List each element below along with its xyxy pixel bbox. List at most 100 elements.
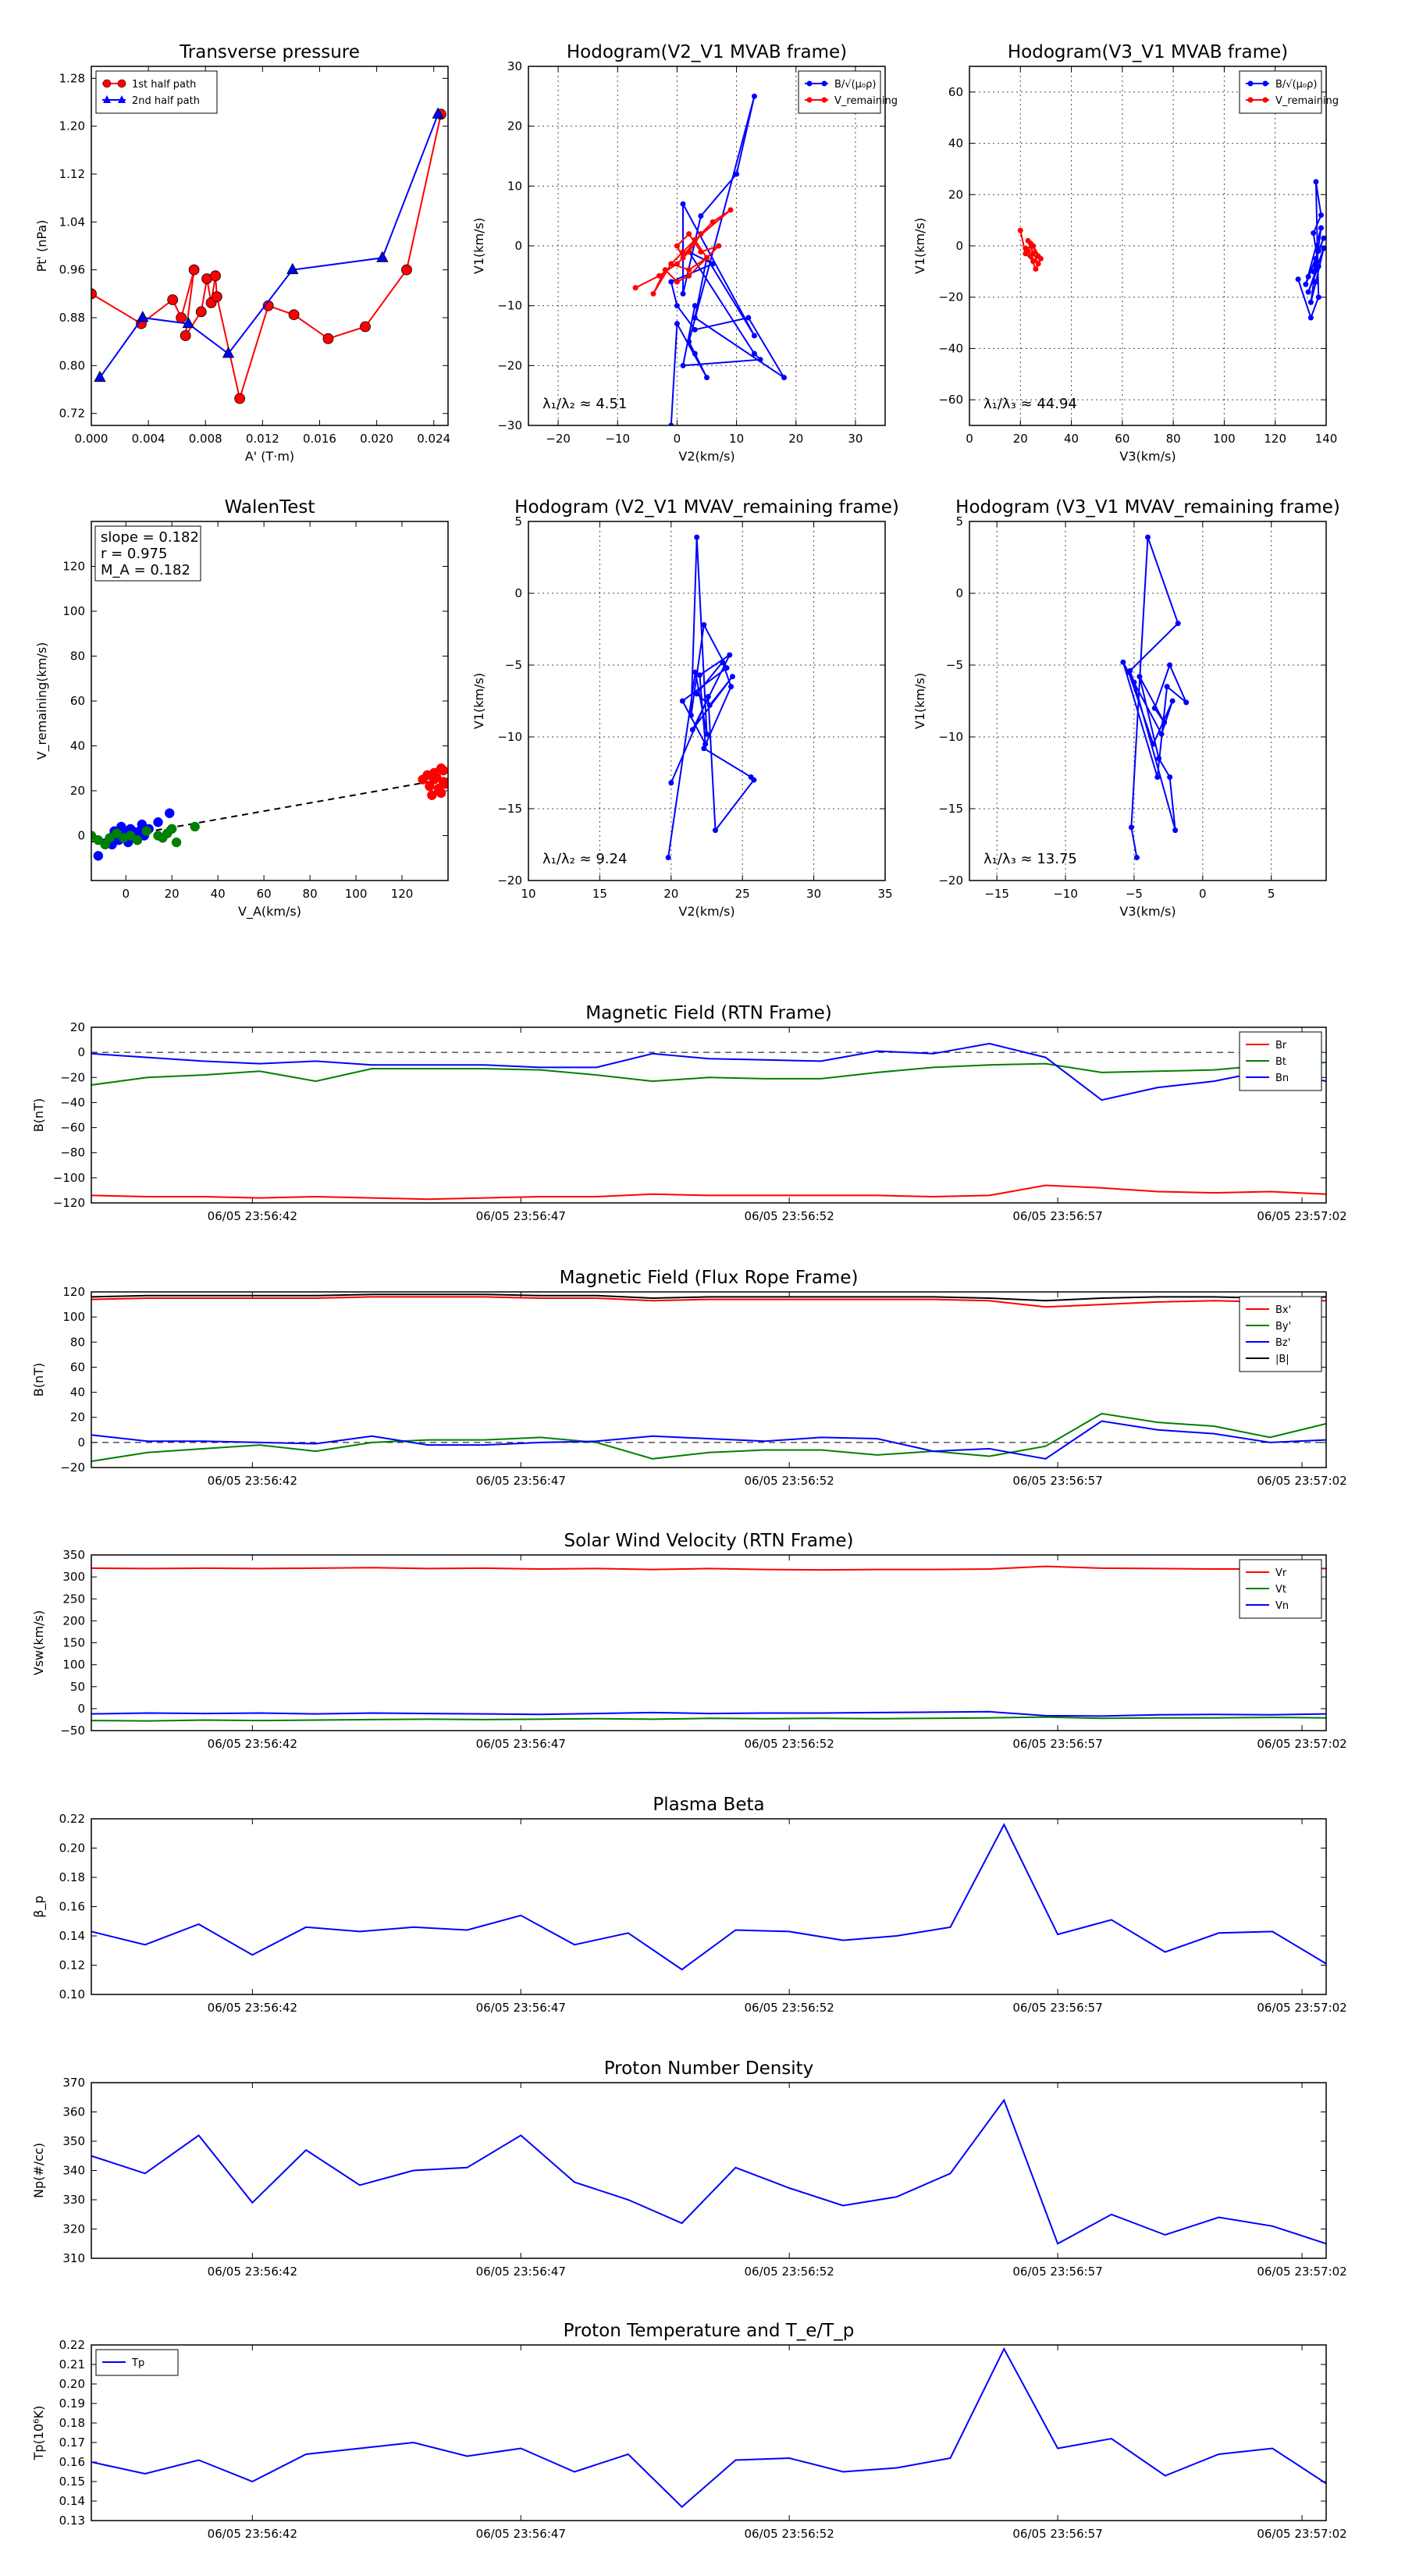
data-point	[688, 712, 694, 718]
chart-title: Solar Wind Velocity (RTN Frame)	[564, 1531, 853, 1551]
x-tick-label: 30	[848, 432, 863, 446]
data-point	[1305, 289, 1311, 295]
x-tick-label: 06/05 23:56:57	[1012, 1209, 1102, 1223]
y-tick-label: 350	[62, 2134, 85, 2148]
stats-line: r = 0.975	[101, 546, 167, 562]
data-point	[745, 315, 752, 321]
x-tick-label: −10	[1053, 887, 1078, 901]
y-tick-label: 0	[77, 1045, 85, 1059]
x-tick-label: 60	[257, 887, 272, 901]
chart-title: WalenTest	[225, 497, 315, 518]
data-point	[674, 279, 680, 285]
data-point	[674, 243, 680, 249]
data-point	[724, 665, 730, 671]
chart-title: Hodogram(V3_V1 MVAB frame)	[1008, 42, 1288, 62]
x-tick-label: 06/05 23:56:57	[1012, 1737, 1102, 1751]
y-tick-label: 0.13	[59, 2514, 85, 2528]
eigenvalue-ratio: λ₁/λ₂ ≈ 4.51	[542, 396, 627, 412]
y-tick-label: 330	[62, 2193, 85, 2207]
y-tick-label: 0.21	[59, 2357, 85, 2371]
data-point	[650, 290, 656, 297]
y-tick-label: 1.04	[59, 215, 85, 229]
data-point	[1315, 294, 1321, 301]
series-bz--line	[91, 1420, 1326, 1460]
y-tick-label: 100	[62, 1310, 85, 1324]
x-tick-label: 06/05 23:56:47	[476, 2527, 566, 2541]
x-tick-label: 06/05 23:56:52	[744, 1737, 834, 1751]
data-point	[702, 741, 709, 747]
legend-marker	[1262, 97, 1268, 103]
data-point	[632, 285, 638, 291]
eigenvalue-ratio: λ₁/λ₃ ≈ 13.75	[984, 851, 1077, 867]
data-point	[680, 362, 686, 368]
data-point	[704, 731, 710, 737]
y-tick-label: 0.20	[59, 2377, 85, 2391]
axes-frame	[91, 1026, 1327, 1204]
x-tick-label: 80	[1166, 432, 1181, 446]
chart-title: Proton Number Density	[604, 2058, 814, 2079]
plot-area	[91, 521, 448, 881]
y-tick-label: −5	[946, 658, 963, 672]
y-tick-label: −40	[938, 341, 963, 355]
chart-hodo4: Hodogram (V3_V1 MVAV_remaining frame) −20…	[912, 497, 1340, 919]
eigenvalue-ratio: λ₁/λ₃ ≈ 44.94	[984, 396, 1077, 412]
data-point	[188, 264, 200, 276]
data-point	[692, 326, 698, 333]
data-point	[1030, 243, 1037, 249]
x-tick-label: 06/05 23:56:52	[744, 1474, 834, 1488]
x-tick-label: 06/05 23:57:02	[1257, 2001, 1346, 2015]
data-point	[674, 261, 680, 267]
x-tick-label: 0.012	[246, 432, 279, 446]
y-tick-label: −20	[60, 1461, 85, 1475]
data-point	[234, 393, 246, 404]
chart-hodo3: Hodogram (V2_V1 MVAV_remaining frame) −20…	[471, 497, 899, 919]
y-tick-label: 0.14	[59, 1929, 85, 1943]
data-point	[692, 669, 699, 675]
plot-marks	[91, 107, 446, 404]
data-point	[1169, 698, 1176, 704]
y-tick-label: 0.16	[59, 2455, 85, 2469]
series-0-line	[91, 1823, 1326, 1971]
legend-marker	[1247, 80, 1254, 87]
x-tick-label: 06/05 23:56:47	[476, 1209, 566, 1223]
plot-area	[969, 521, 1326, 881]
data-point	[1315, 263, 1321, 269]
data-point	[1175, 621, 1181, 627]
data-point	[93, 851, 104, 861]
x-tick-label: 100	[1213, 432, 1236, 446]
y-tick-label: 80	[70, 1335, 85, 1349]
data-point	[153, 817, 163, 827]
data-point	[751, 333, 757, 339]
data-point	[1158, 731, 1165, 737]
y-tick-label: 250	[62, 1592, 85, 1606]
plot-area	[91, 1819, 1326, 1994]
data-point	[288, 309, 300, 321]
y-tick-label: −40	[60, 1095, 85, 1109]
x-tick-label: 80	[303, 887, 318, 901]
y-tick-label: 80	[70, 649, 85, 664]
y-tick-label: 0.19	[59, 2396, 85, 2411]
data-point	[322, 333, 334, 344]
data-point	[1131, 679, 1137, 685]
data-point	[1161, 720, 1168, 726]
x-axis-label: V_A(km/s)	[238, 904, 301, 920]
data-point	[704, 375, 710, 381]
legend-label: Br	[1275, 1040, 1287, 1051]
data-point	[698, 213, 704, 219]
data-point	[694, 534, 700, 540]
data-point	[694, 691, 700, 697]
legend-marker	[821, 80, 827, 87]
data-point	[164, 808, 175, 818]
x-tick-label: 20	[788, 432, 803, 446]
plot-marks	[1120, 534, 1190, 861]
y-tick-label: 350	[62, 1548, 85, 1562]
data-point	[105, 833, 115, 843]
chart-title: Proton Temperature and T_e/T_p	[564, 2321, 855, 2341]
x-tick-label: 06/05 23:57:02	[1257, 1737, 1346, 1751]
data-point	[1154, 774, 1161, 781]
data-point	[210, 270, 221, 282]
x-tick-label: 10	[729, 432, 744, 446]
x-tick-label: 35	[877, 887, 892, 901]
legend-label: |B|	[1275, 1354, 1289, 1365]
y-tick-label: 0	[77, 829, 85, 843]
